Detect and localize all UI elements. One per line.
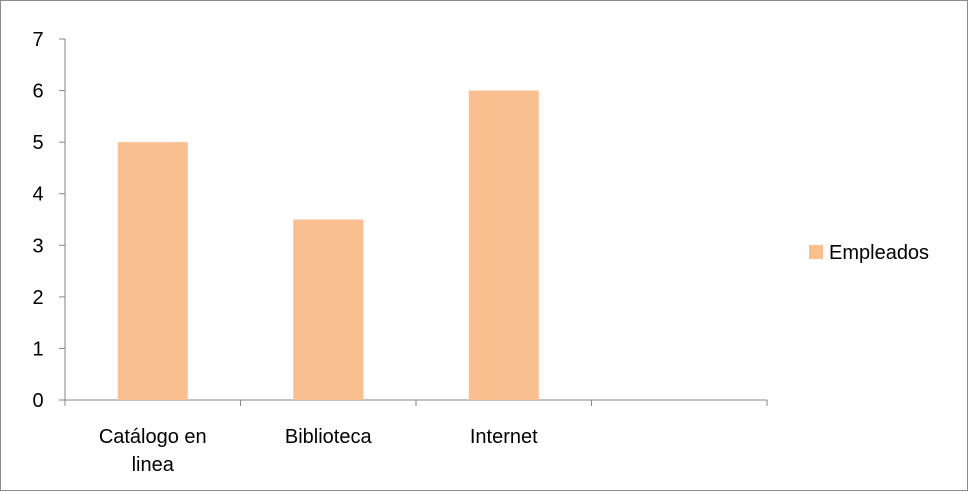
y-tick-label: 7: [32, 29, 43, 51]
x-category-label: Internet: [470, 426, 538, 448]
legend: Empleados: [809, 242, 929, 264]
bar: [293, 219, 364, 400]
bars: [117, 90, 539, 401]
y-tick-label: 6: [32, 81, 43, 103]
y-tick-label: 1: [32, 338, 43, 360]
x-axis: Catálogo en linea Biblioteca Internet: [64, 399, 768, 476]
bar: [117, 142, 188, 400]
y-tick-label: 0: [32, 390, 43, 412]
y-tick-label: 5: [32, 132, 43, 154]
y-tick-label: 2: [32, 287, 43, 309]
x-category-label: Biblioteca: [285, 426, 373, 448]
y-tick-label: 4: [32, 184, 43, 206]
bar: [468, 90, 539, 401]
y-tick-label: 3: [32, 235, 43, 257]
x-category-label: Catálogo en: [99, 426, 207, 448]
legend-label-empleados: Empleados: [829, 242, 929, 264]
y-axis: 0 1 2 3 4 5 6 7: [32, 29, 66, 412]
legend-swatch-empleados: [809, 245, 823, 259]
x-category-label: linea: [132, 454, 175, 476]
